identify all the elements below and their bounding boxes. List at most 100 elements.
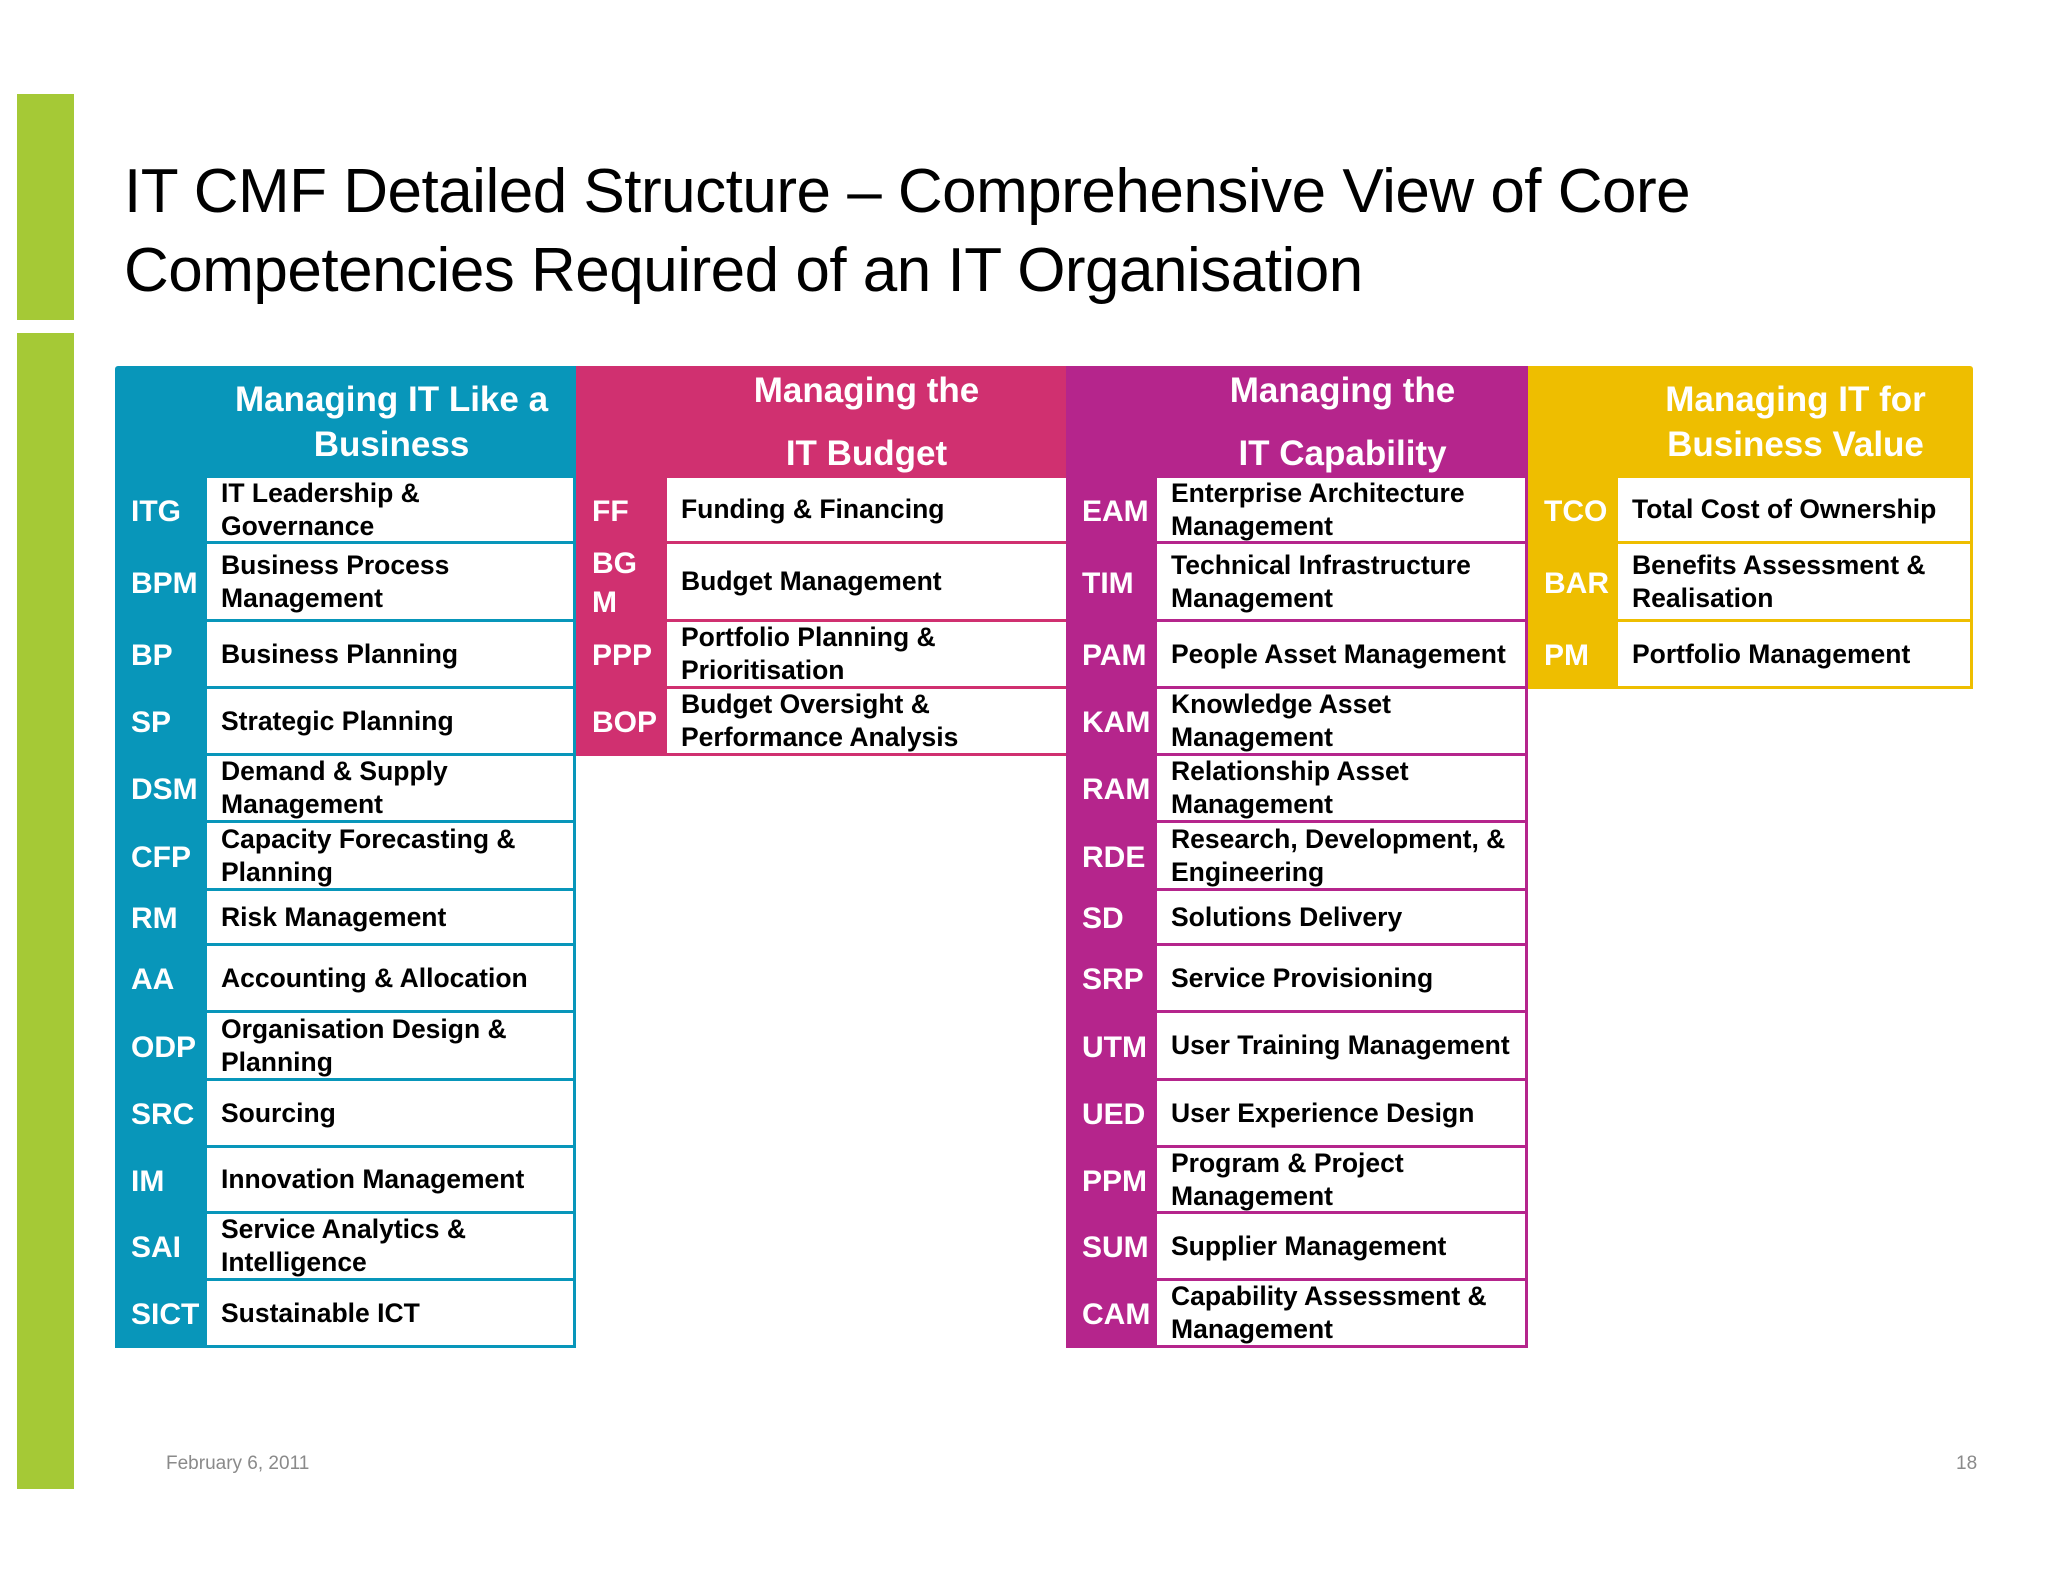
competency-code: BG M	[576, 544, 667, 622]
competency-code: ITG	[115, 478, 207, 544]
competency-name: Capability Assessment & Management	[1157, 1281, 1528, 1348]
competency-row: AA Accounting & Allocation	[115, 946, 576, 1013]
competency-row: PPM Program & Project Management	[1066, 1148, 1528, 1214]
competency-name: Sourcing	[207, 1081, 576, 1148]
competency-name: Budget Management	[667, 544, 1066, 622]
competency-code: EAM	[1066, 478, 1157, 544]
competency-name: Knowledge Asset Management	[1157, 689, 1528, 756]
competency-code: PPM	[1066, 1148, 1157, 1214]
column-header: Managing IT for Business Value	[1528, 366, 1973, 478]
competency-code: KAM	[1066, 689, 1157, 756]
competency-code: CAM	[1066, 1281, 1157, 1348]
competency-code: TCO	[1528, 478, 1618, 544]
competency-row: SP Strategic Planning	[115, 689, 576, 756]
competency-name: Innovation Management	[207, 1148, 576, 1214]
competency-code: TIM	[1066, 544, 1157, 622]
competency-code: RDE	[1066, 823, 1157, 891]
competency-code: AA	[115, 946, 207, 1013]
competency-name: Research, Development, & Engineering	[1157, 823, 1528, 891]
competency-code: PM	[1528, 622, 1618, 689]
competency-code: RAM	[1066, 756, 1157, 823]
competency-row: TCO Total Cost of Ownership	[1528, 478, 1973, 544]
accent-bar-top	[17, 94, 74, 320]
competency-row: RM Risk Management	[115, 891, 576, 946]
competency-name: Supplier Management	[1157, 1214, 1528, 1281]
competency-code: UED	[1066, 1081, 1157, 1148]
header-line-2: IT Budget	[785, 434, 948, 473]
header-line-1: Managing the	[1229, 371, 1456, 410]
column-header: Managing the IT Capability	[1066, 366, 1528, 478]
competency-row: SD Solutions Delivery	[1066, 891, 1528, 946]
header-line-2: Business	[313, 425, 470, 464]
header-line-1: Managing the	[753, 371, 980, 410]
competency-row: BP Business Planning	[115, 622, 576, 689]
competency-code: SICT	[115, 1281, 207, 1348]
competency-row: RDE Research, Development, & Engineering	[1066, 823, 1528, 891]
competency-code: UTM	[1066, 1013, 1157, 1081]
competency-row: CAM Capability Assessment & Management	[1066, 1281, 1528, 1348]
competency-row: KAM Knowledge Asset Management	[1066, 689, 1528, 756]
header-line-1: Managing IT Like a	[234, 380, 549, 419]
competency-code: CFP	[115, 823, 207, 891]
accent-bar-bottom	[17, 333, 74, 1489]
competency-row: RAM Relationship Asset Management	[1066, 756, 1528, 823]
competency-name: User Training Management	[1157, 1013, 1528, 1081]
competency-name: People Asset Management	[1157, 622, 1528, 689]
competency-code: PPP	[576, 622, 667, 689]
competency-row: BG M Budget Management	[576, 544, 1066, 622]
competency-code: IM	[115, 1148, 207, 1214]
column-header: Managing IT Like a Business	[115, 366, 576, 478]
competency-code: PAM	[1066, 622, 1157, 689]
competency-name: Service Provisioning	[1157, 946, 1528, 1013]
competency-row: PPP Portfolio Planning & Prioritisation	[576, 622, 1066, 689]
competency-name: Service Analytics & Intelligence	[207, 1214, 576, 1281]
competency-name: Technical Infrastructure Management	[1157, 544, 1528, 622]
competency-row: FF Funding & Financing	[576, 478, 1066, 544]
column-header: Managing the IT Budget	[576, 366, 1066, 478]
competency-row: ITG IT Leadership & Governance	[115, 478, 576, 544]
competency-row: TIM Technical Infrastructure Management	[1066, 544, 1528, 622]
competency-name: Business Planning	[207, 622, 576, 689]
competency-code: BOP	[576, 689, 667, 756]
competency-name: Enterprise Architecture Management	[1157, 478, 1528, 544]
competency-name: Business Process Management	[207, 544, 576, 622]
competency-name: User Experience Design	[1157, 1081, 1528, 1148]
competency-row: BOP Budget Oversight & Performance Analys…	[576, 689, 1066, 756]
competency-name: Organisation Design & Planning	[207, 1013, 576, 1081]
competency-code: FF	[576, 478, 667, 544]
competency-code: SD	[1066, 891, 1157, 946]
competency-row: PAM People Asset Management	[1066, 622, 1528, 689]
competency-name: Strategic Planning	[207, 689, 576, 756]
header-line-2: IT Capability	[1238, 434, 1447, 473]
competency-code: SUM	[1066, 1214, 1157, 1281]
competency-row: SICT Sustainable ICT	[115, 1281, 576, 1348]
competency-row: ODP Organisation Design & Planning	[115, 1013, 576, 1081]
competency-row: BAR Benefits Assessment & Realisation	[1528, 544, 1973, 622]
competency-name: Accounting & Allocation	[207, 946, 576, 1013]
competency-name: Portfolio Planning & Prioritisation	[667, 622, 1066, 689]
title-line-2: Competencies Required of an IT Organisat…	[124, 236, 1363, 305]
competency-name: Risk Management	[207, 891, 576, 946]
competency-code: SRC	[115, 1081, 207, 1148]
competency-name: Program & Project Management	[1157, 1148, 1528, 1214]
page-number: 18	[1956, 1453, 1978, 1474]
competency-name: Funding & Financing	[667, 478, 1066, 544]
competency-code: SP	[115, 689, 207, 756]
competency-name: Demand & Supply Management	[207, 756, 576, 823]
competency-row: SUM Supplier Management	[1066, 1214, 1528, 1281]
slide-title: IT CMF Detailed Structure – Comprehensiv…	[124, 152, 1944, 310]
competency-name: Solutions Delivery	[1157, 891, 1528, 946]
title-line-1: IT CMF Detailed Structure – Comprehensiv…	[124, 157, 1691, 226]
competency-code: SRP	[1066, 946, 1157, 1013]
competency-name: Relationship Asset Management	[1157, 756, 1528, 823]
competency-name: Benefits Assessment & Realisation	[1618, 544, 1973, 622]
competency-row: UED User Experience Design	[1066, 1081, 1528, 1148]
competency-name: Budget Oversight & Performance Analysis	[667, 689, 1066, 756]
competency-name: Capacity Forecasting & Planning	[207, 823, 576, 891]
competency-row: IM Innovation Management	[115, 1148, 576, 1214]
competency-row: SRP Service Provisioning	[1066, 946, 1528, 1013]
competency-row: PM Portfolio Management	[1528, 622, 1973, 689]
competency-code: RM	[115, 891, 207, 946]
competency-name: Portfolio Management	[1618, 622, 1973, 689]
competency-row: BPM Business Process Management	[115, 544, 576, 622]
